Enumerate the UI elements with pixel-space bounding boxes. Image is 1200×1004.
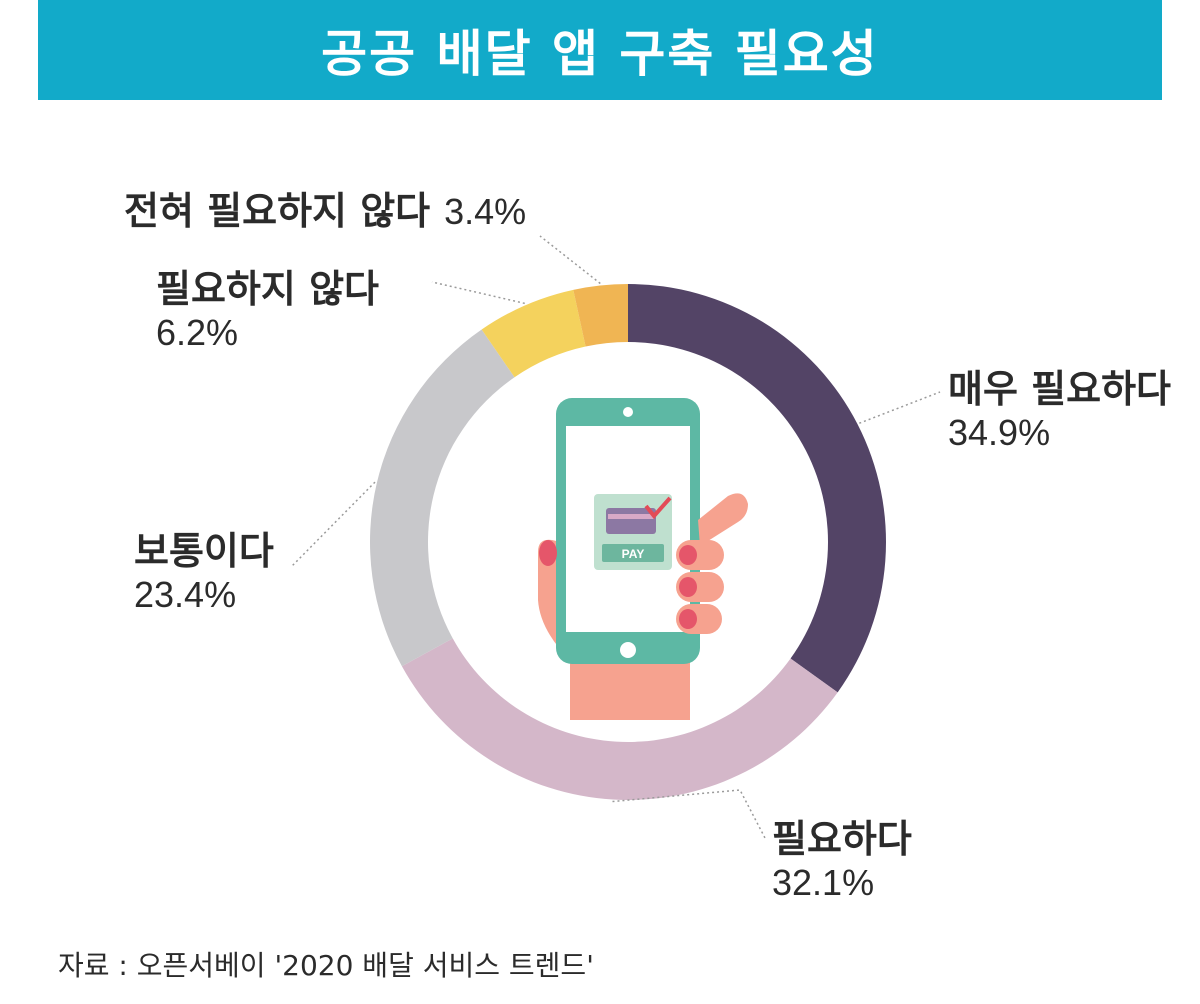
slice-label: 필요하다 xyxy=(772,817,912,861)
label-neutral: 보통이다 23.4% xyxy=(134,529,274,615)
donut-slices xyxy=(370,284,886,801)
slice-label: 전혀 필요하지 않다 xyxy=(124,189,431,233)
leader-lines xyxy=(291,235,941,839)
slice-unnecessary xyxy=(481,289,586,378)
leader-unnecessary xyxy=(431,281,525,305)
leader-very-necessary xyxy=(859,391,941,424)
slice-value: 6.2% xyxy=(156,311,239,353)
slice-necessary xyxy=(401,638,838,801)
slice-label: 필요하지 않다 xyxy=(156,267,379,311)
label-very-unnecessary: 전혀 필요하지 않다 3.4% xyxy=(124,189,527,234)
slice-label: 매우 필요하다 xyxy=(948,367,1171,411)
slice-very-unnecessary xyxy=(573,284,628,347)
slice-value: 23.4% xyxy=(134,573,237,615)
smartphone-pay-hand-icon: PAY xyxy=(538,398,748,720)
leader-neutral xyxy=(291,481,376,567)
label-necessary: 필요하다 32.1% xyxy=(772,817,912,903)
chart-title: 공공 배달 앱 구축 필요성 xyxy=(321,25,879,83)
slice-neutral xyxy=(370,329,515,667)
slice-value: 32.1% xyxy=(772,861,875,903)
label-unnecessary: 필요하지 않다 6.2% xyxy=(156,267,379,353)
slice-label: 보통이다 xyxy=(134,529,274,573)
label-very-necessary: 매우 필요하다 34.9% xyxy=(948,367,1171,453)
slice-value: 3.4% xyxy=(444,191,527,232)
slice-very-necessary xyxy=(628,284,886,693)
leader-very-unnecessary xyxy=(539,235,601,285)
title-bar: 공공 배달 앱 구축 필요성 xyxy=(38,0,1162,100)
source-note: 자료 : 오픈서베이 '2020 배달 서비스 트렌드' xyxy=(58,949,594,982)
slice-value: 34.9% xyxy=(948,411,1051,453)
pay-label: PAY xyxy=(622,547,645,561)
